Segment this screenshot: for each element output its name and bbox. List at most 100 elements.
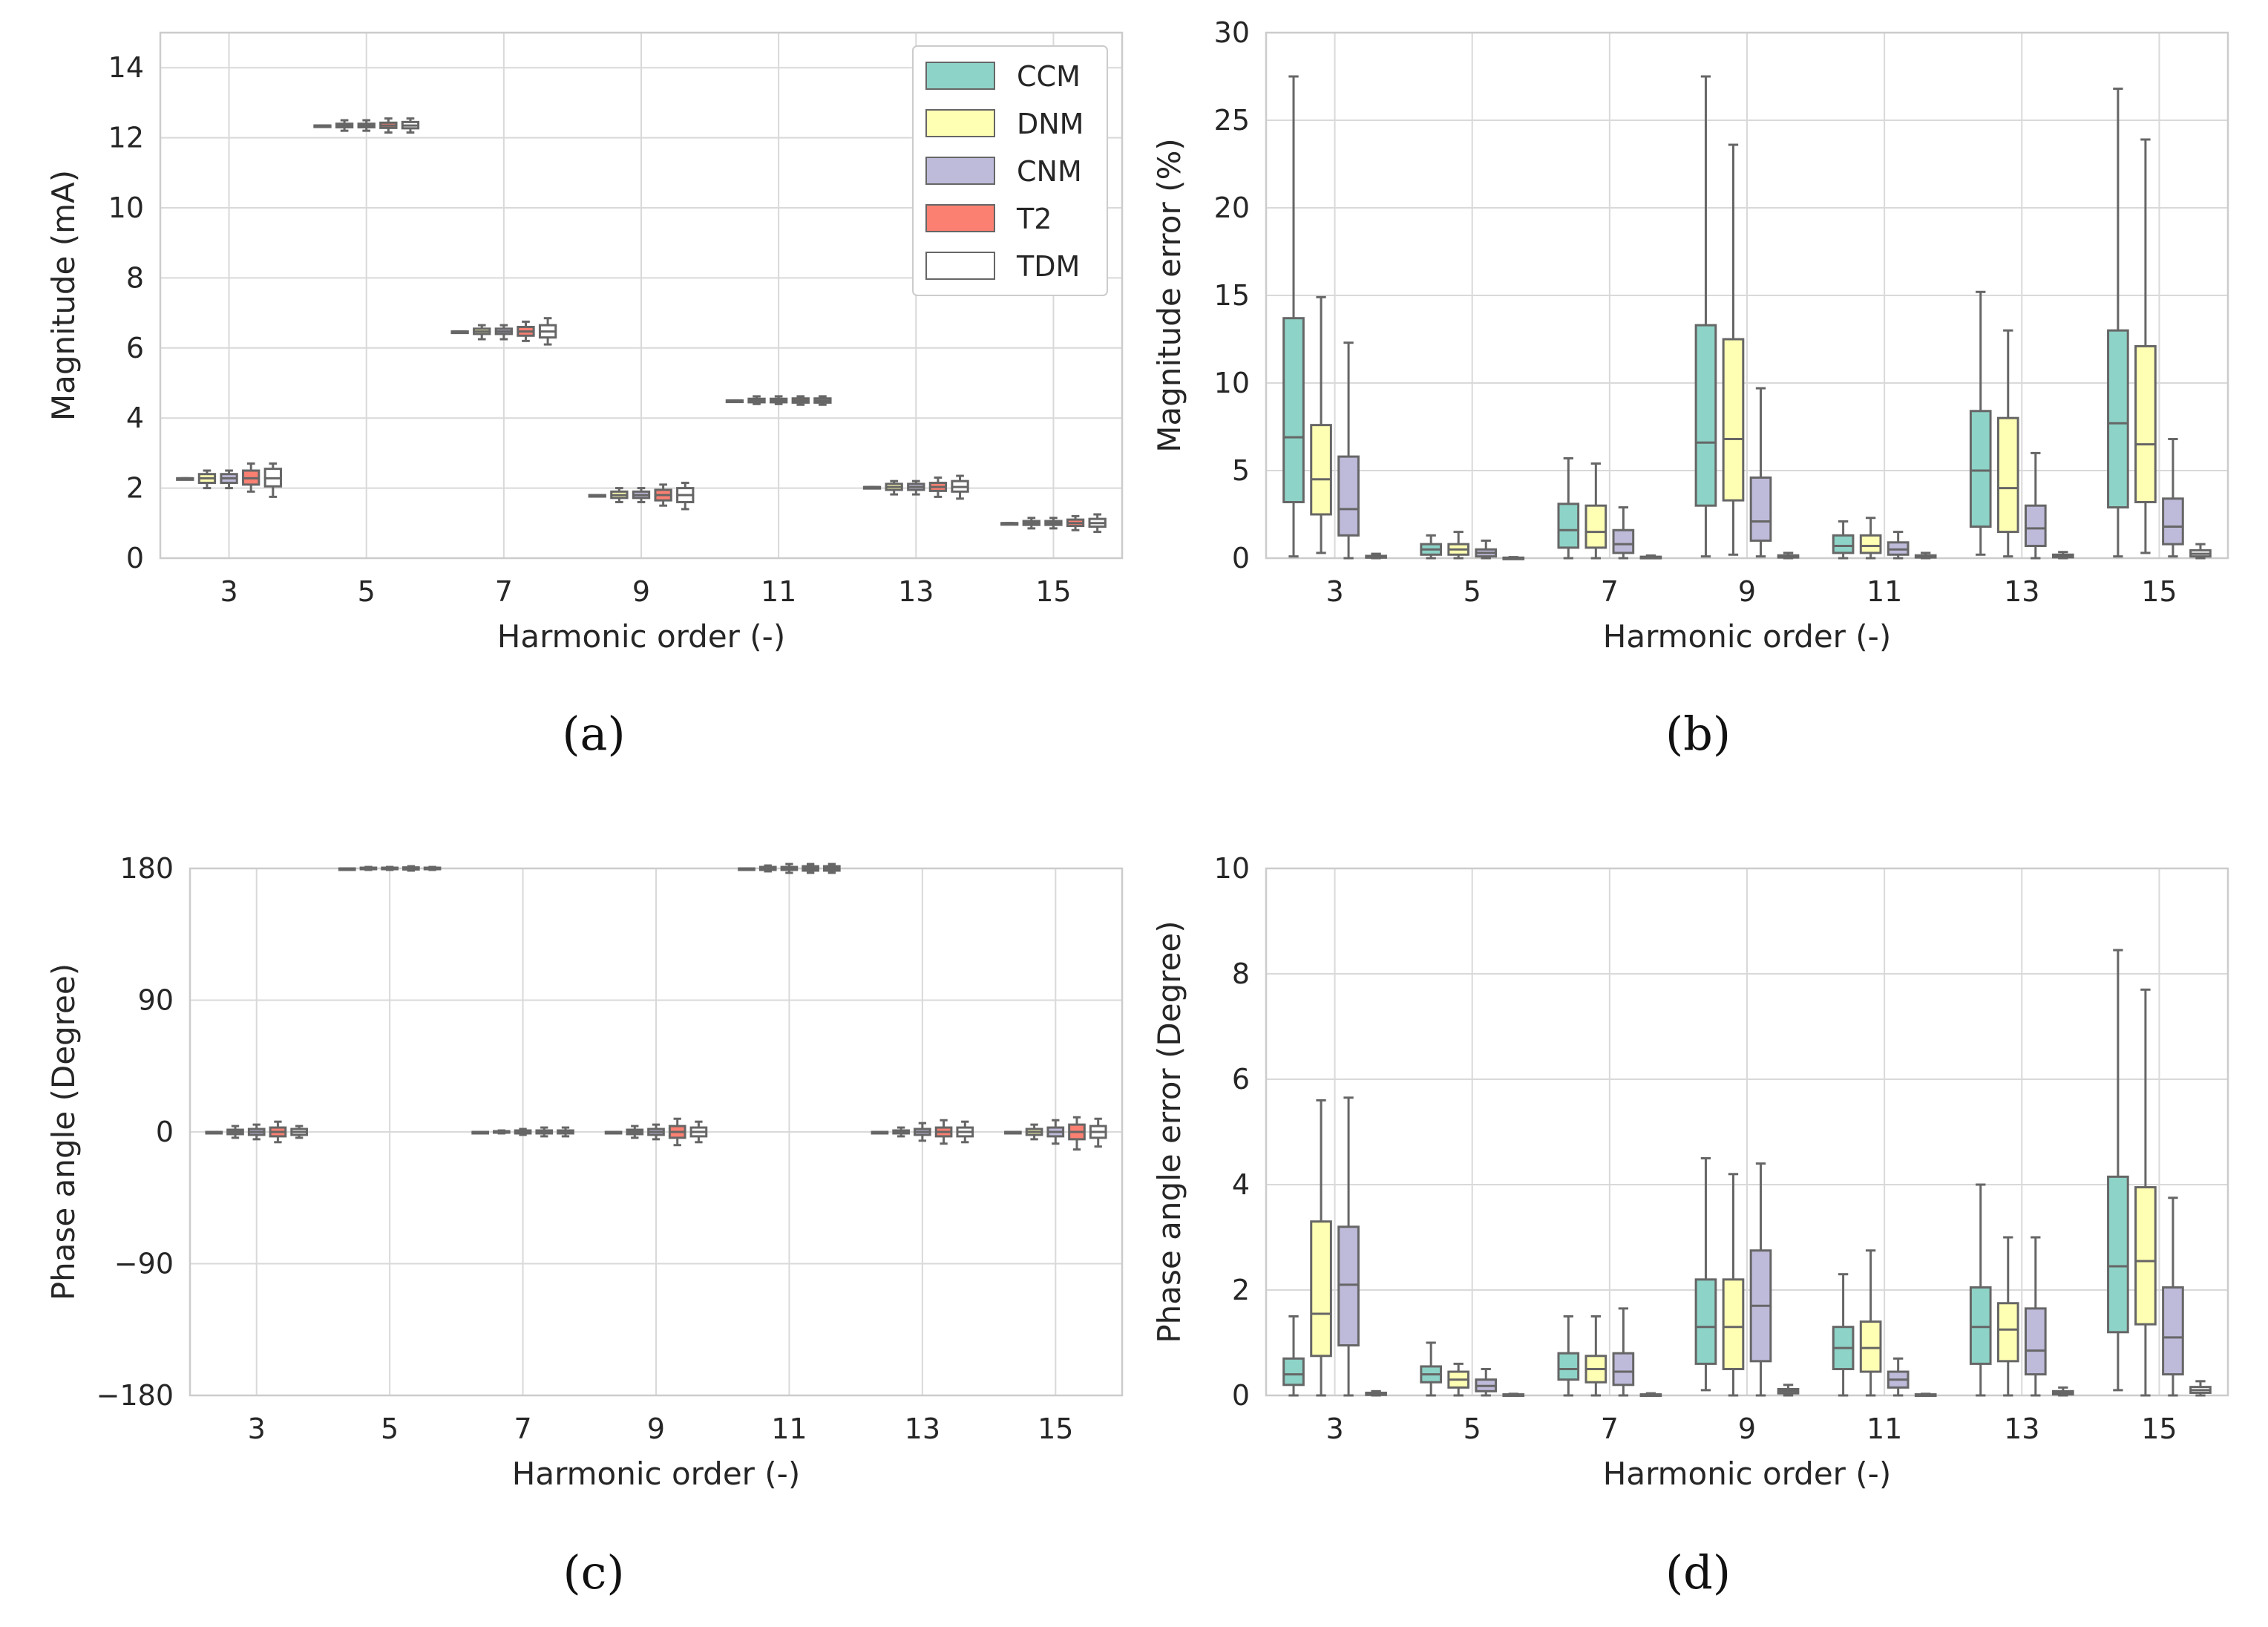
box-TDM-11 xyxy=(823,862,841,874)
box-TDM-13 xyxy=(951,474,969,500)
box-DNM-5 xyxy=(335,119,354,132)
box-CNM-7 xyxy=(514,1127,532,1136)
legend-swatch-CCM xyxy=(925,62,995,90)
y-tick-label: 0 xyxy=(1232,1379,1250,1412)
x-tick-label: 5 xyxy=(358,575,376,608)
y-tick-label: 12 xyxy=(108,122,144,154)
y-tick-label: 4 xyxy=(1232,1168,1250,1201)
box-DNM-9 xyxy=(626,1125,644,1139)
box-body xyxy=(1722,338,1745,502)
box-DNM-3 xyxy=(1310,295,1332,554)
box-body xyxy=(1996,1302,2019,1363)
box-TDM-9 xyxy=(676,482,695,511)
x-tick-label: 7 xyxy=(514,1412,531,1445)
box-body xyxy=(1996,416,2019,534)
x-tick-label: 9 xyxy=(632,575,650,608)
y-axis-label: Magnitude error (%) xyxy=(1151,138,1187,453)
box-TDM-15 xyxy=(1088,513,1107,534)
box-body xyxy=(2162,1286,2184,1376)
x-tick-label: 3 xyxy=(1325,1412,1343,1445)
x-tick-label: 13 xyxy=(905,1412,940,1445)
box-body xyxy=(1859,534,1882,554)
box-body xyxy=(1694,1278,1717,1365)
y-tick-label: 30 xyxy=(1214,16,1250,49)
box-T2-13 xyxy=(934,1119,953,1145)
box-CNM-7 xyxy=(1612,1307,1635,1397)
box-CNM-11 xyxy=(1887,1357,1910,1397)
box-T2-7 xyxy=(517,320,535,342)
box-DNM-13 xyxy=(1996,1236,2019,1397)
legend-label-CNM: CNM xyxy=(1017,155,1082,188)
box-DNM-7 xyxy=(493,1129,511,1135)
panel-caption: (a) xyxy=(562,707,625,761)
box-body xyxy=(1310,1220,1332,1358)
y-axis-label: Magnitude (mA) xyxy=(45,170,82,421)
box-CCM-7 xyxy=(471,1130,489,1135)
box-CCM-7 xyxy=(450,330,469,335)
box-CNM-3 xyxy=(220,469,238,490)
box-body xyxy=(1337,1225,1360,1347)
y-tick-label: 90 xyxy=(138,984,174,1017)
panel-caption: (d) xyxy=(1665,1545,1731,1600)
box-CNM-15 xyxy=(2162,1196,2184,1397)
x-tick-label: 13 xyxy=(2004,1412,2039,1445)
x-tick-label: 3 xyxy=(248,1412,266,1445)
box-CCM-7 xyxy=(1557,456,1580,560)
x-axis-label: Harmonic order (-) xyxy=(497,618,785,655)
box-DNM-15 xyxy=(2134,138,2157,554)
x-tick-label: 9 xyxy=(647,1412,665,1445)
box-CNM-11 xyxy=(1887,531,1910,560)
box-CNM-3 xyxy=(1337,341,1360,560)
box-CCM-13 xyxy=(1969,290,1992,556)
x-tick-label: 9 xyxy=(1738,575,1756,608)
plot-frame xyxy=(1265,31,2229,560)
y-tick-label: 180 xyxy=(119,852,174,885)
box-TDM-11 xyxy=(813,395,832,406)
box-TDM-7 xyxy=(1639,1392,1662,1398)
box-CNM-13 xyxy=(2024,451,2047,560)
box-DNM-7 xyxy=(473,324,491,341)
box-CNM-11 xyxy=(780,862,799,874)
box-body xyxy=(1749,476,1772,542)
box-CCM-13 xyxy=(1969,1183,1992,1397)
box-DNM-7 xyxy=(1584,462,1607,560)
x-tick-label: 11 xyxy=(1866,575,1902,608)
box-CNM-9 xyxy=(632,487,651,503)
y-tick-label: 4 xyxy=(126,402,144,434)
chart-panel-d: 0 2 4 6 8 10 3 5 7 9 11 13 15 Harmonic order (-) Phase… xyxy=(1151,852,2229,1600)
box-CCM-3 xyxy=(1282,1315,1305,1397)
box-DNM-3 xyxy=(1310,1099,1332,1397)
legend-label-TDM: TDM xyxy=(1016,250,1080,283)
box-body xyxy=(1694,324,1717,507)
x-tick-label: 15 xyxy=(2141,1412,2177,1445)
x-tick-label: 3 xyxy=(1325,575,1343,608)
x-tick-label: 5 xyxy=(1464,575,1481,608)
panel-caption: (c) xyxy=(563,1545,624,1600)
box-body xyxy=(2024,1307,2047,1376)
box-body xyxy=(1722,1278,1745,1371)
x-tick-label: 5 xyxy=(381,1412,399,1445)
x-tick-label: 5 xyxy=(1464,1412,1481,1445)
y-tick-label: 25 xyxy=(1214,104,1250,137)
y-tick-label: 15 xyxy=(1214,279,1250,312)
box-TDM-7 xyxy=(538,317,557,346)
box-body xyxy=(1969,410,1992,528)
y-axis-label: Phase angle error (Degree) xyxy=(1151,920,1187,1343)
box-CCM-3 xyxy=(205,1130,223,1135)
box-DNM-13 xyxy=(892,1126,910,1138)
box-T2-11 xyxy=(791,395,810,406)
box-CCM-3 xyxy=(1282,75,1305,558)
y-tick-label: 8 xyxy=(126,261,144,294)
y-tick-label: 0 xyxy=(156,1116,174,1148)
box-CNM-5 xyxy=(1475,539,1498,560)
box-CNM-3 xyxy=(1337,1096,1360,1397)
box-CNM-9 xyxy=(1749,1162,1772,1397)
box-CNM-13 xyxy=(914,1122,931,1142)
box-T2-9 xyxy=(668,1117,686,1147)
box-body xyxy=(1859,1320,1882,1373)
box-CCM-7 xyxy=(1557,1315,1580,1397)
box-DNM-9 xyxy=(610,487,629,503)
box-TDM-5 xyxy=(401,117,420,134)
